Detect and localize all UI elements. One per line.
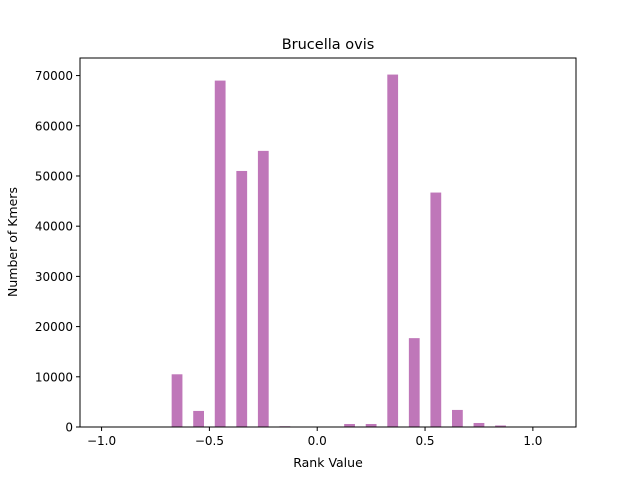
bars-group xyxy=(171,74,506,427)
y-axis-label: Number of Kmers xyxy=(5,187,20,297)
bar xyxy=(171,374,183,427)
x-tick-label: 0.0 xyxy=(308,434,327,448)
x-tick-label: −1.0 xyxy=(87,434,116,448)
bar xyxy=(257,150,269,427)
bar xyxy=(214,80,226,427)
y-tick-label: 50000 xyxy=(35,169,73,183)
y-axis-ticks: 0 10000 20000 30000 40000 50000 60000 70000 xyxy=(35,69,80,435)
x-axis-label: Rank Value xyxy=(293,455,363,470)
x-axis-ticks: −1.0 −0.5 0.0 0.5 1.0 xyxy=(87,427,542,448)
bar xyxy=(408,338,420,427)
x-tick-label: 1.0 xyxy=(523,434,542,448)
bar xyxy=(430,192,442,427)
y-tick-label: 60000 xyxy=(35,119,73,133)
y-tick-label: 70000 xyxy=(35,69,73,83)
bar xyxy=(344,423,355,427)
x-tick-label: −0.5 xyxy=(195,434,224,448)
y-tick-label: 40000 xyxy=(35,220,73,234)
bar xyxy=(236,170,248,427)
y-tick-label: 0 xyxy=(65,421,73,435)
plot-frame xyxy=(79,57,577,428)
y-tick-label: 20000 xyxy=(35,320,73,334)
bar xyxy=(452,409,463,427)
bar xyxy=(365,423,377,427)
bar xyxy=(495,425,506,427)
y-tick-label: 30000 xyxy=(35,270,73,284)
bar xyxy=(387,74,399,427)
bar xyxy=(193,410,204,427)
y-tick-label: 10000 xyxy=(35,370,73,384)
bar xyxy=(473,422,485,427)
x-tick-label: 0.5 xyxy=(415,434,434,448)
chart-title: Brucella ovis xyxy=(282,37,375,53)
